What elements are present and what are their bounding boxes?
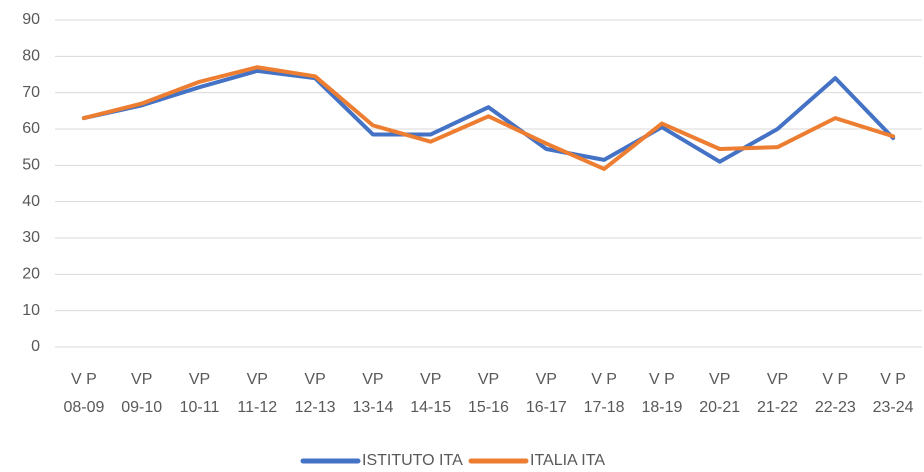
x-tick-label: VP 20-21 bbox=[699, 371, 740, 416]
y-tick-label: 50 bbox=[22, 157, 40, 174]
line-series bbox=[81, 65, 896, 171]
x-tick-label: VP 15-16 bbox=[468, 371, 509, 416]
x-tick-label: V P 18-19 bbox=[641, 371, 682, 416]
y-tick-label: 40 bbox=[22, 193, 40, 210]
y-tick-label: 80 bbox=[22, 48, 40, 65]
line-series bbox=[81, 68, 896, 164]
x-tick-label: V P 23-24 bbox=[873, 371, 914, 416]
legend: ISTITUTO ITA ITALIA ITA bbox=[300, 452, 605, 469]
x-tick-label: VP 10-11 bbox=[180, 371, 220, 416]
x-tick-label: V P 08-09 bbox=[63, 371, 104, 416]
y-tick-label: 10 bbox=[22, 302, 40, 319]
x-tick-label: VP 16-17 bbox=[526, 371, 567, 416]
y-tick-label: 70 bbox=[22, 84, 40, 101]
y-tick-label: 60 bbox=[22, 120, 40, 137]
x-tick-label: VP 12-13 bbox=[295, 371, 336, 416]
y-tick-label: 0 bbox=[31, 338, 40, 355]
legend-label: ISTITUTO ITA bbox=[362, 452, 463, 469]
x-tick-label: VP 11-12 bbox=[237, 371, 277, 416]
x-tick-label: V P 22-23 bbox=[815, 371, 856, 416]
x-tick-label: VP 21-22 bbox=[757, 371, 798, 416]
x-tick-label: V P 17-18 bbox=[584, 371, 625, 416]
x-tick-label: VP 14-15 bbox=[410, 371, 451, 416]
x-tick-label: VP 13-14 bbox=[352, 371, 393, 416]
y-tick-label: 30 bbox=[22, 229, 40, 246]
y-tick-label: 90 bbox=[22, 11, 40, 28]
legend-label: ITALIA ITA bbox=[530, 452, 605, 469]
y-tick-label: 20 bbox=[22, 266, 40, 283]
x-tick-label: VP 09-10 bbox=[121, 371, 162, 416]
